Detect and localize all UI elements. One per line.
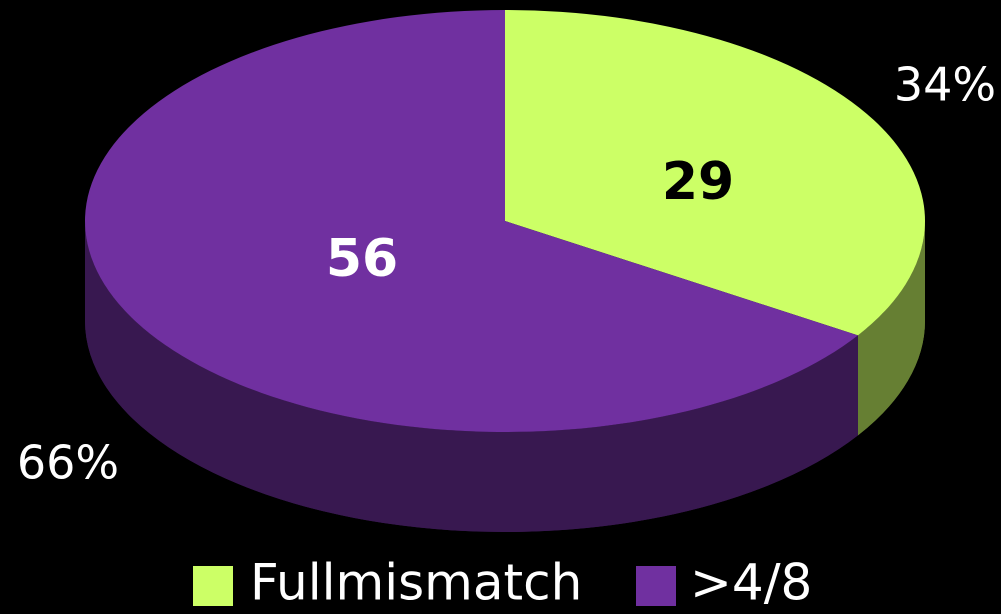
value-label: 56 [326,229,398,289]
legend-swatch [193,566,233,606]
pie-side-shade [84,221,858,533]
percent-label: 66% [17,436,119,490]
pie-side-shade [857,221,925,436]
pie-slice [85,10,858,432]
percent-label: 34% [894,58,996,112]
legend-swatch [636,566,676,606]
legend-label: Fullmismatch [250,554,582,612]
pie-slice [505,10,926,336]
legend-label: >4/8 [690,554,812,612]
value-label: 29 [662,152,734,212]
